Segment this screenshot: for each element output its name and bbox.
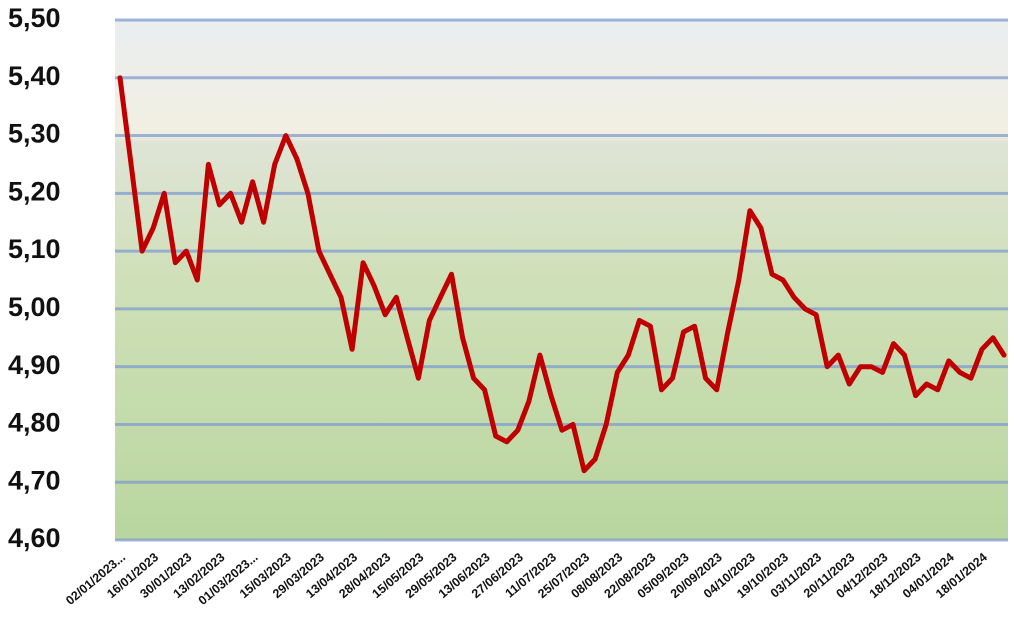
y-tick-label: 4,80 — [8, 408, 61, 438]
chart: 4,60 4,70 4,80 4,90 5,00 5,10 5,20 5,30 5,40 5,50… — [0, 0, 1014, 627]
y-tick-label: 5,40 — [8, 61, 61, 91]
y-tick-label: 5,10 — [8, 234, 61, 264]
y-tick-label: 4,90 — [8, 350, 61, 380]
background-photo — [115, 20, 1008, 540]
y-tick-label: 5,30 — [8, 119, 61, 149]
y-tick-label: 5,50 — [8, 3, 61, 33]
y-tick-label: 5,00 — [8, 292, 61, 322]
y-tick-label: 4,70 — [8, 465, 61, 495]
y-tick-label: 4,60 — [8, 523, 61, 553]
y-tick-label: 5,20 — [8, 176, 61, 206]
